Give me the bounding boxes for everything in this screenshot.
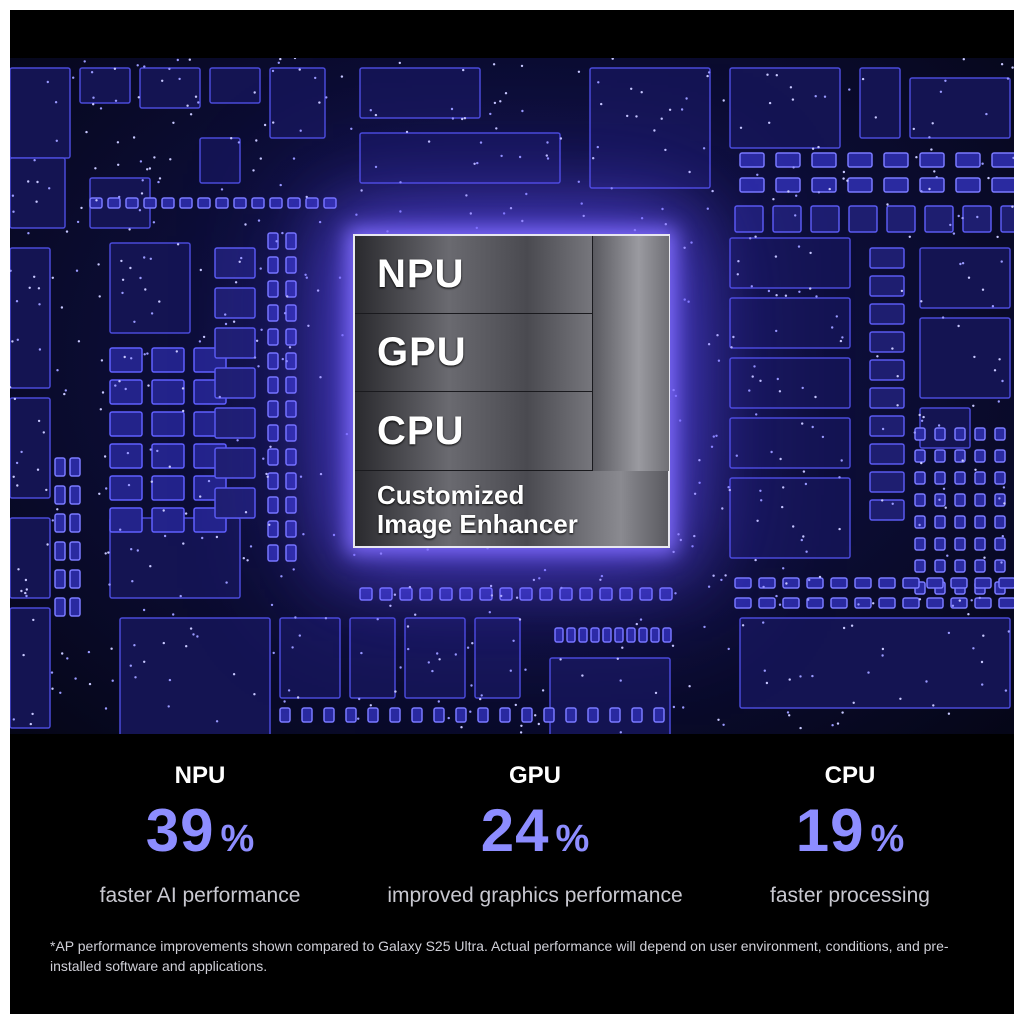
circuit-board-illustration: NPU GPU CPU Customized Image Enhancer — [10, 58, 1014, 734]
stat-unit: % — [220, 818, 255, 860]
stat-description: improved graphics performance — [387, 884, 683, 907]
stat-label: CPU — [824, 762, 876, 789]
stat-label: GPU — [508, 762, 561, 789]
stat-description: faster processing — [770, 884, 930, 907]
circuit-board-graphic — [10, 58, 1014, 734]
stat-label: NPU — [174, 762, 226, 789]
stat-number: 39 — [145, 797, 215, 864]
stat-unit: % — [555, 818, 590, 860]
chip-block-image-enhancer: Customized Image Enhancer — [355, 471, 668, 546]
chip-side-block — [592, 236, 669, 471]
stat-number: 24 — [480, 797, 550, 864]
processor-chip: NPU GPU CPU Customized Image Enhancer — [353, 234, 670, 548]
chip-block-cpu: CPU — [355, 392, 592, 471]
enhancer-line-1: Customized — [377, 480, 525, 510]
promo-frame: NPU GPU CPU Customized Image Enhancer NP… — [10, 10, 1014, 1014]
performance-stats: NPU 39% faster AI performance GPU 24% im… — [10, 734, 1014, 944]
stat-unit: % — [870, 818, 905, 860]
chip-block-gpu: GPU — [355, 314, 592, 392]
stat-number: 19 — [795, 797, 865, 864]
enhancer-line-2: Image Enhancer — [377, 509, 578, 539]
stat-value: 24% — [350, 796, 720, 865]
stat-value: 19% — [720, 796, 980, 865]
top-bar — [10, 10, 1014, 58]
stat-value: 39% — [50, 796, 350, 865]
disclaimer-footnote: *AP performance improvements shown compa… — [50, 938, 949, 974]
chip-block-npu: NPU — [355, 236, 592, 314]
stat-description: faster AI performance — [99, 884, 301, 907]
